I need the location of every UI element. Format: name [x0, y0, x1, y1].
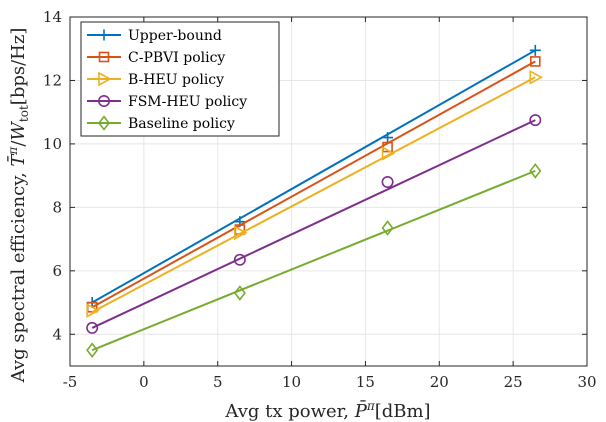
x-tick-label: 15: [356, 373, 375, 391]
y-axis-label: Avg spectral efficiency, T̄π/Wtot[bps/Hz…: [6, 28, 31, 384]
data-point: [381, 146, 396, 161]
legend-label: Baseline policy: [128, 116, 235, 132]
legend-swatch-marker: [97, 115, 111, 131]
x-tick-label: 25: [504, 373, 523, 391]
plot-area-border: [69, 16, 588, 367]
x-tick-label: 5: [213, 373, 223, 391]
legend-label: FSM-HEU policy: [128, 94, 247, 110]
x-tick-label: 20: [430, 373, 449, 391]
data-point: [233, 253, 246, 266]
x-axis-label-group: Avg tx power, P̄π[dBm]: [224, 399, 430, 422]
series-4: [86, 163, 542, 358]
y-tick-label: 6: [52, 262, 62, 280]
data-point: [233, 285, 246, 301]
legend-entry: Baseline policy: [87, 115, 235, 132]
data-point: [529, 114, 542, 127]
data-point: [529, 56, 541, 67]
data-point: [529, 44, 541, 56]
legend-entry: Upper-bound: [87, 28, 222, 44]
plot-series: [86, 44, 543, 358]
legend-swatch-marker: [98, 95, 111, 108]
legend-label: C-PBVI policy: [128, 50, 225, 66]
series-3: [86, 114, 542, 334]
x-tick-label: 0: [139, 373, 149, 391]
legend-entries: Upper-bound C-PBVI policy B-HEU policy FSM-…: [87, 28, 247, 132]
data-point: [529, 163, 542, 179]
legend-entry: C-PBVI policy: [87, 50, 225, 66]
series-line: [91, 119, 536, 329]
data-point: [86, 321, 99, 334]
axis-ticks: -5 0 5 10 15 20 25 30 4 6 8 10 12 14: [43, 8, 597, 391]
y-tick-label: 4: [52, 325, 62, 343]
series-line: [91, 60, 536, 309]
data-point: [529, 69, 543, 85]
legend-label: B-HEU policy: [128, 72, 224, 88]
data-point: [234, 225, 248, 241]
x-tick-label: 30: [577, 373, 596, 391]
legend-label: Upper-bound: [128, 28, 222, 44]
y-tick-label: 8: [52, 198, 62, 216]
legend-entry: B-HEU policy: [87, 71, 224, 88]
y-axis-label-group: Avg spectral efficiency, T̄π/Wtot[bps/Hz…: [6, 28, 31, 384]
legend-swatch-marker: [98, 29, 110, 41]
legend-swatch-marker: [98, 51, 110, 63]
data-point: [381, 220, 394, 236]
series-2: [86, 69, 543, 318]
y-tick-label: 14: [43, 8, 62, 26]
series-line: [91, 76, 536, 313]
data-point: [86, 342, 99, 358]
y-tick-label: 12: [43, 71, 62, 89]
x-tick-label: 10: [282, 373, 301, 391]
data-point: [86, 303, 100, 318]
series-line: [91, 169, 536, 352]
data-point: [382, 132, 394, 144]
legend-entry: FSM-HEU policy: [87, 94, 247, 110]
y-tick-label: 10: [43, 135, 62, 153]
data-point: [381, 175, 394, 188]
series-line: [91, 49, 536, 304]
x-axis-label: Avg tx power, P̄π[dBm]: [224, 399, 430, 422]
x-tick-label: -5: [63, 373, 78, 391]
legend-swatch-marker: [98, 71, 112, 87]
legend: Upper-bound C-PBVI policy B-HEU policy FSM-…: [80, 21, 280, 137]
